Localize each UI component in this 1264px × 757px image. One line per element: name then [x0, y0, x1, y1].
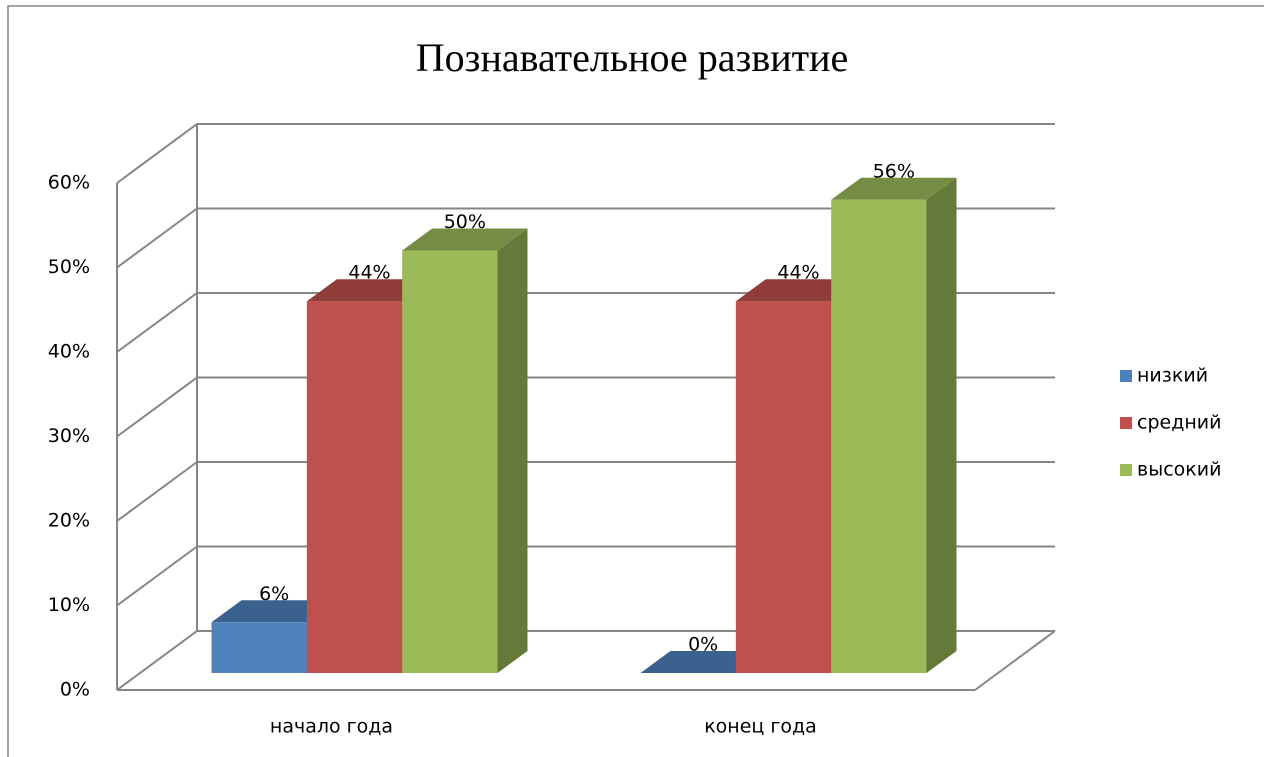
chart-title: Познавательное развитие	[416, 35, 849, 80]
bar-front	[211, 622, 307, 673]
bar-top	[211, 600, 337, 623]
bar-top	[831, 177, 957, 200]
bar-side	[926, 177, 957, 674]
side-grid-line	[116, 545, 198, 607]
side-grid-line	[116, 123, 198, 184]
value-label: 0%	[688, 634, 718, 656]
bar-top	[735, 279, 862, 302]
bar-front	[402, 250, 498, 673]
legend-label: средний	[1137, 412, 1221, 434]
legend-swatch	[1120, 417, 1132, 429]
bar-front	[306, 301, 403, 673]
bar-side	[497, 228, 528, 673]
y-tick-label: 60%	[48, 172, 90, 194]
legend-label: высокий	[1137, 459, 1221, 481]
floor-right	[974, 630, 1056, 691]
x-tick-label: начало года	[270, 716, 393, 738]
y-tick-label: 0%	[60, 679, 90, 701]
side-grid-line	[116, 292, 198, 353]
legend-label: низкий	[1137, 365, 1208, 387]
value-label: 44%	[348, 262, 390, 284]
value-label: 56%	[873, 160, 915, 182]
value-label: 6%	[259, 583, 289, 605]
legend-swatch	[1120, 370, 1132, 382]
y-tick-label: 40%	[48, 341, 90, 363]
bar-top	[402, 228, 528, 251]
y-tick-label: 30%	[48, 425, 90, 447]
side-grid-line	[116, 461, 198, 522]
bar-front	[831, 199, 927, 674]
x-tick-label: конец года	[704, 716, 817, 738]
value-label: 50%	[444, 211, 486, 233]
bar-front	[735, 301, 832, 673]
y-tick-label: 50%	[48, 256, 90, 278]
value-label: 44%	[777, 262, 819, 284]
chart-border	[7, 5, 1264, 757]
bar-top	[306, 279, 433, 302]
side-grid-line	[116, 207, 198, 269]
y-tick-label: 20%	[48, 510, 90, 532]
y-tick-label: 10%	[48, 594, 90, 616]
legend-swatch	[1120, 464, 1132, 476]
side-grid-line	[116, 630, 198, 691]
bar-top	[640, 651, 766, 673]
side-grid-line	[116, 376, 198, 438]
